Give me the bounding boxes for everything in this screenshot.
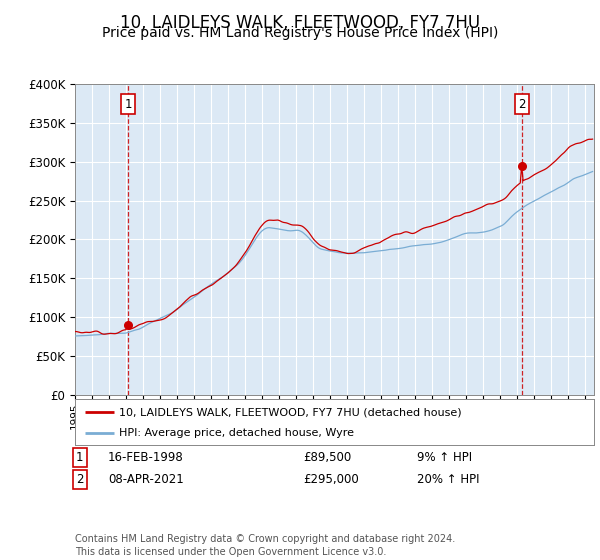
Text: HPI: Average price, detached house, Wyre: HPI: Average price, detached house, Wyre (119, 428, 354, 438)
Text: 1: 1 (76, 451, 83, 464)
Text: 20% ↑ HPI: 20% ↑ HPI (417, 473, 479, 486)
Text: 1: 1 (124, 97, 132, 111)
Text: 2: 2 (76, 473, 83, 486)
Text: 08-APR-2021: 08-APR-2021 (108, 473, 184, 486)
Text: 2: 2 (518, 97, 526, 111)
Text: £89,500: £89,500 (303, 451, 351, 464)
Text: 16-FEB-1998: 16-FEB-1998 (108, 451, 184, 464)
Text: 10, LAIDLEYS WALK, FLEETWOOD, FY7 7HU (detached house): 10, LAIDLEYS WALK, FLEETWOOD, FY7 7HU (d… (119, 407, 462, 417)
Text: £295,000: £295,000 (303, 473, 359, 486)
Text: Price paid vs. HM Land Registry's House Price Index (HPI): Price paid vs. HM Land Registry's House … (102, 26, 498, 40)
Text: Contains HM Land Registry data © Crown copyright and database right 2024.
This d: Contains HM Land Registry data © Crown c… (75, 534, 455, 557)
Text: 10, LAIDLEYS WALK, FLEETWOOD, FY7 7HU: 10, LAIDLEYS WALK, FLEETWOOD, FY7 7HU (120, 14, 480, 32)
Text: 9% ↑ HPI: 9% ↑ HPI (417, 451, 472, 464)
